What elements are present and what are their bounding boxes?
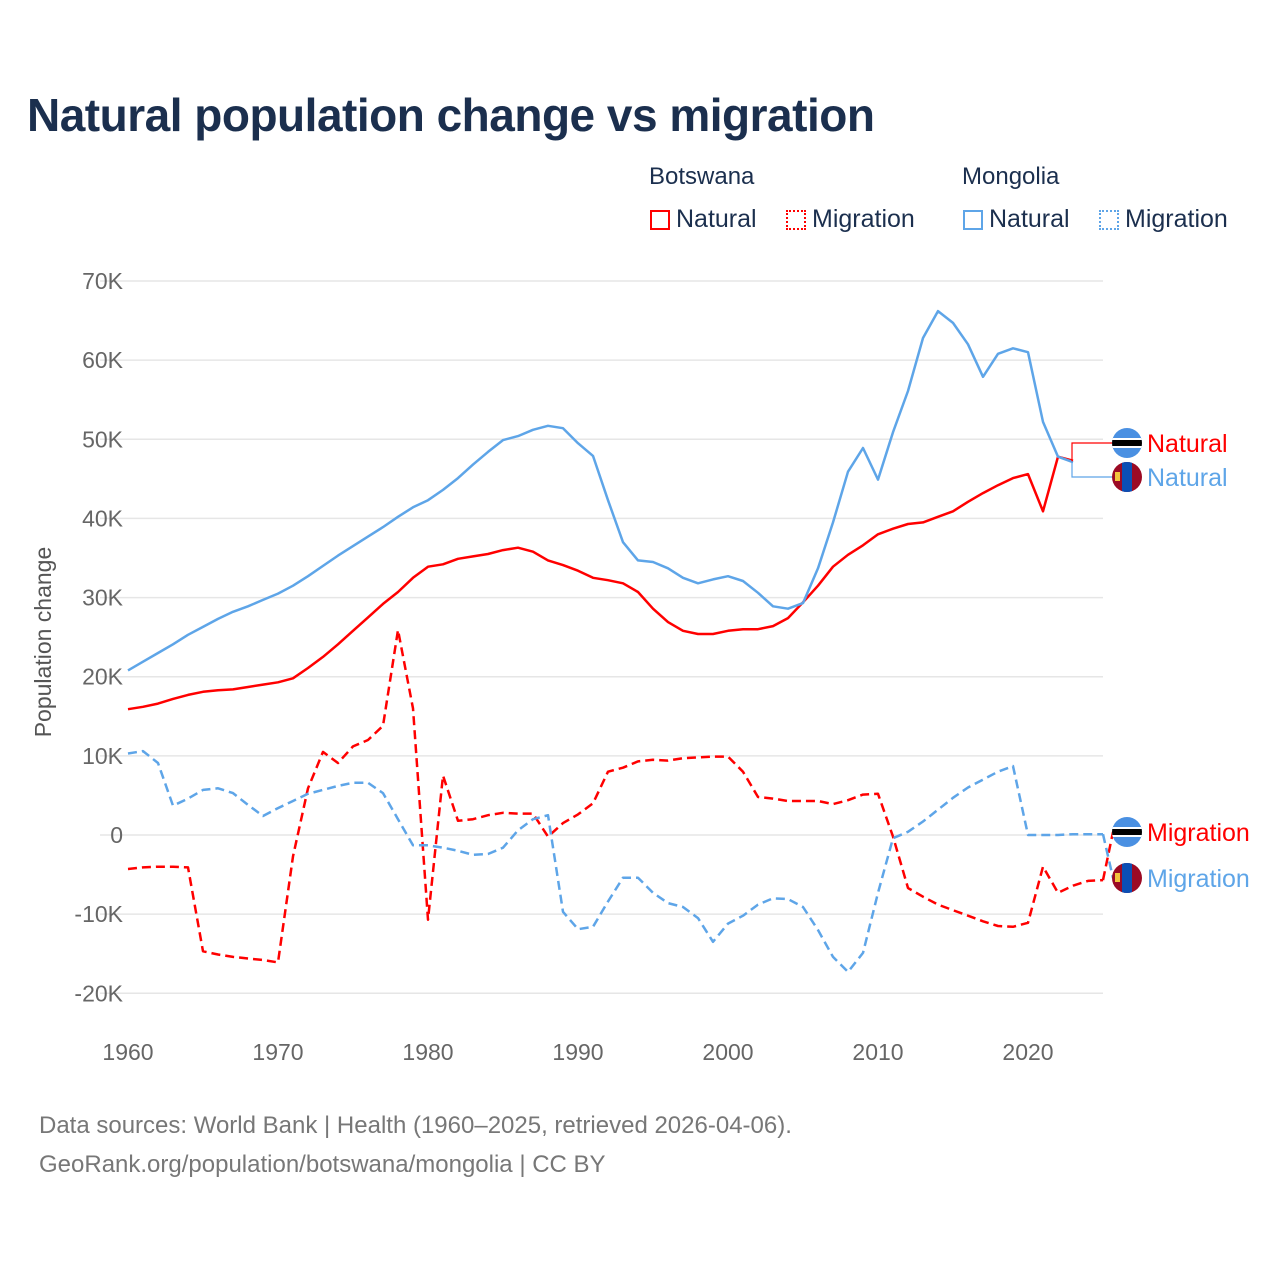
end-label-connector (1071, 461, 1113, 478)
end-label-connector (1071, 442, 1113, 462)
footer-link[interactable]: GeoRank.org/population/botswana/mongolia… (39, 1151, 606, 1178)
end-label: Migration (1147, 819, 1250, 847)
legend-group-botswana: Botswana (649, 163, 755, 190)
legend-mongolia-migration[interactable]: Migration (1099, 205, 1228, 234)
legend-label: Natural (989, 205, 1070, 233)
botswana-flag-icon (1112, 428, 1142, 458)
x-tick-label: 1990 (552, 1039, 603, 1065)
legend-label: Natural (676, 205, 757, 233)
footer-sources: Data sources: World Bank | Health (1960–… (39, 1112, 792, 1139)
y-tick-label: 70K (82, 268, 124, 294)
end-label-connector (1101, 831, 1115, 881)
series-line-botswana-natural (127, 455, 1074, 711)
legend-label: Migration (812, 205, 915, 233)
series-line-botswana-migration (127, 628, 1104, 964)
y-tick-label: 20K (82, 664, 124, 690)
series-line-mongolia-migration (127, 749, 1103, 974)
legend-botswana-natural[interactable]: Natural (650, 205, 757, 234)
end-label-connector (1101, 833, 1115, 879)
legend-label: Migration (1125, 205, 1228, 233)
x-tick-label: 1960 (102, 1039, 153, 1065)
y-tick-label: -20K (74, 980, 123, 1006)
legend-group-mongolia: Mongolia (962, 163, 1060, 190)
y-tick-label: 50K (82, 426, 124, 452)
y-tick-label: 10K (82, 743, 124, 769)
end-label: Natural (1147, 464, 1228, 492)
x-tick-label: 2020 (1002, 1039, 1053, 1065)
botswana-flag-icon (1112, 817, 1142, 847)
y-tick-label: -10K (74, 901, 123, 927)
legend-swatch-dotted (1099, 209, 1119, 230)
x-tick-label: 2000 (702, 1039, 753, 1065)
y-tick-label: 30K (82, 585, 124, 611)
end-label: Migration (1147, 865, 1250, 893)
y-tick-label: 0 (110, 822, 123, 848)
x-tick-label: 1980 (402, 1039, 453, 1065)
y-axis-label: Population change (30, 547, 56, 738)
mongolia-flag-icon (1112, 863, 1142, 893)
legend-botswana-migration[interactable]: Migration (786, 205, 915, 234)
end-label: Natural (1147, 430, 1228, 458)
y-tick-label: 40K (82, 505, 124, 531)
x-tick-label: 2010 (852, 1039, 903, 1065)
chart-title: Natural population change vs migration (27, 89, 875, 141)
legend-mongolia-natural[interactable]: Natural (963, 205, 1070, 234)
footer: Data sources: World Bank | Health (1960–… (39, 1106, 792, 1184)
series-line-mongolia-natural (127, 309, 1074, 672)
legend-swatch-solid (650, 209, 670, 230)
mongolia-flag-icon (1112, 462, 1142, 492)
legend-swatch-dotted (786, 209, 806, 230)
legend-swatch-solid (963, 209, 983, 230)
x-tick-label: 1970 (252, 1039, 303, 1065)
y-tick-label: 60K (82, 347, 124, 373)
